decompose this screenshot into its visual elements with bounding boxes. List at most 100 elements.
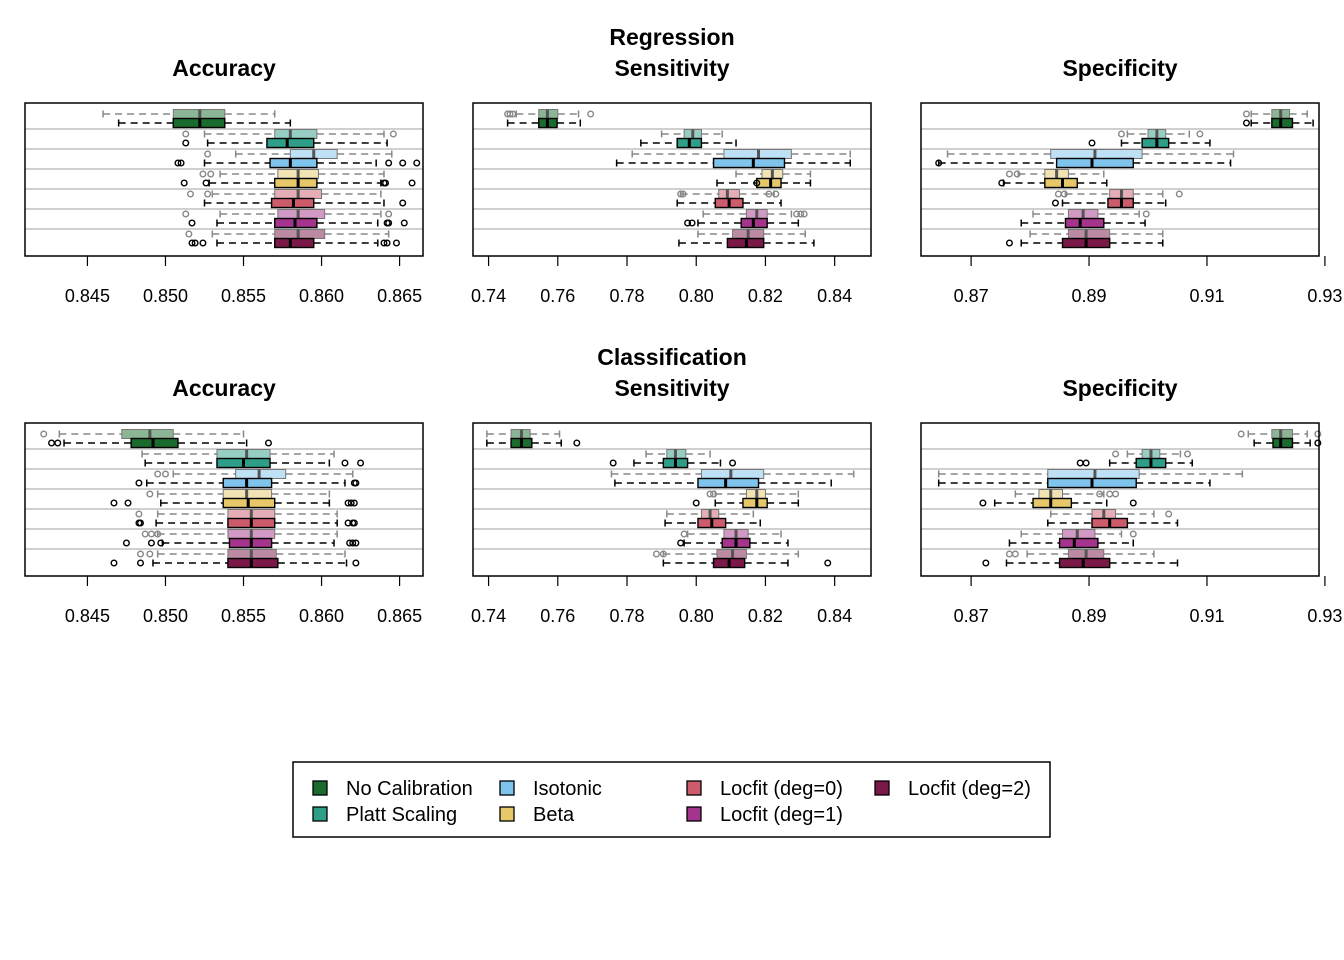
plot-frame [24, 422, 424, 577]
box-dark [609, 457, 737, 469]
outlier-point [1117, 130, 1125, 138]
outlier-point [1082, 459, 1090, 467]
outlier-point [392, 239, 400, 247]
box-light [1049, 509, 1173, 519]
x-tick-label: 0.865 [377, 286, 422, 306]
outlier-point [147, 539, 155, 547]
legend-item-no-calibration: No Calibration [312, 778, 473, 800]
outlier-point [182, 210, 190, 218]
x-tick-label: 0.845 [65, 606, 110, 626]
box-dark [937, 477, 1211, 489]
outlier-point [1051, 199, 1059, 207]
series-platt-scaling [1076, 449, 1193, 469]
panel-regression-specificity: Specificity 0.87 0.89 0.91 0.93 [920, 55, 1342, 306]
box-dark [1005, 237, 1164, 249]
legend-item-locfit-deg-1: Locfit (deg=1) [686, 804, 843, 826]
x-tick-label: 0.89 [1072, 286, 1107, 306]
outlier-point [135, 479, 143, 487]
box-dark [1253, 437, 1322, 449]
legend-swatch [686, 780, 702, 796]
box-dark [144, 457, 365, 469]
x-tick-label: 0.78 [609, 286, 644, 306]
legend-box [292, 761, 1051, 838]
box-light [677, 189, 780, 199]
box-dark [640, 137, 737, 149]
box-dark [664, 517, 762, 529]
outlier-point [110, 499, 118, 507]
iqr-box [1058, 537, 1099, 549]
box-dark [1051, 197, 1167, 209]
box-dark [676, 197, 782, 209]
box-light [182, 129, 397, 139]
box-dark [174, 157, 421, 169]
iqr-box [742, 497, 768, 509]
outlier-point [1129, 499, 1137, 507]
x-tick-label: 0.80 [679, 286, 714, 306]
outlier-point [1054, 190, 1062, 198]
x-tick-label: 0.91 [1189, 286, 1224, 306]
box-dark [662, 557, 832, 569]
outlier-point [177, 159, 185, 167]
box-light [135, 509, 338, 519]
series-locfit-deg-0 [135, 509, 358, 529]
x-tick-label: 0.76 [540, 606, 575, 626]
outlier-point [350, 499, 358, 507]
box-light [1117, 129, 1204, 139]
outlier-point [124, 499, 132, 507]
outlier-point [1112, 490, 1120, 498]
box-dark [135, 517, 358, 529]
x-tick-label: 0.860 [299, 286, 344, 306]
legend-label: Platt Scaling [346, 804, 457, 826]
outlier-point [185, 230, 193, 238]
box-light [1242, 109, 1308, 119]
box-dark [935, 157, 1232, 169]
series-locfit-deg-1 [122, 529, 360, 549]
outlier-point [182, 130, 190, 138]
iqr-box [274, 229, 326, 239]
plot-frame [472, 422, 872, 577]
box-light [504, 109, 595, 119]
outlier-point [688, 219, 696, 227]
box-light [1237, 429, 1322, 439]
iqr-box [266, 137, 315, 149]
legend-item-platt-scaling: Platt Scaling [312, 804, 457, 826]
outlier-point [1112, 450, 1120, 458]
box-dark [48, 437, 272, 449]
box-dark [180, 177, 416, 189]
outlier-point [157, 539, 165, 547]
outlier-point [1005, 170, 1013, 178]
series-beta [692, 489, 800, 509]
box-light [486, 429, 561, 439]
x-tick-label: 0.850 [143, 286, 188, 306]
outlier-point [1142, 210, 1150, 218]
outlier-point [506, 110, 514, 118]
legend-swatch [499, 806, 515, 822]
outlier-point [573, 439, 581, 447]
box-light [185, 229, 390, 239]
outlier-point [154, 470, 162, 478]
series-no-calibration [504, 109, 595, 129]
outlier-point [982, 559, 990, 567]
series-beta [998, 169, 1108, 189]
iqr-box [277, 209, 326, 219]
box-light [652, 549, 800, 559]
outlier-point [772, 190, 780, 198]
legend-swatch [686, 806, 702, 822]
iqr-box [274, 237, 315, 249]
outlier-point [1165, 510, 1173, 518]
outlier-point [1088, 139, 1096, 147]
outlier-point [1184, 450, 1192, 458]
iqr-box [712, 157, 786, 169]
series-no-calibration [1237, 429, 1322, 449]
outlier-point [1237, 430, 1245, 438]
legend-label: Isotonic [533, 778, 602, 800]
x-tick-label: 0.850 [143, 606, 188, 626]
x-tick-label: 0.82 [748, 606, 783, 626]
iqr-box [718, 189, 740, 199]
series-platt-scaling [1088, 129, 1211, 149]
outlier-point [264, 439, 272, 447]
outlier-point [182, 139, 190, 147]
box-light [631, 149, 851, 159]
outlier-point [136, 519, 144, 527]
outlier-point [677, 539, 685, 547]
